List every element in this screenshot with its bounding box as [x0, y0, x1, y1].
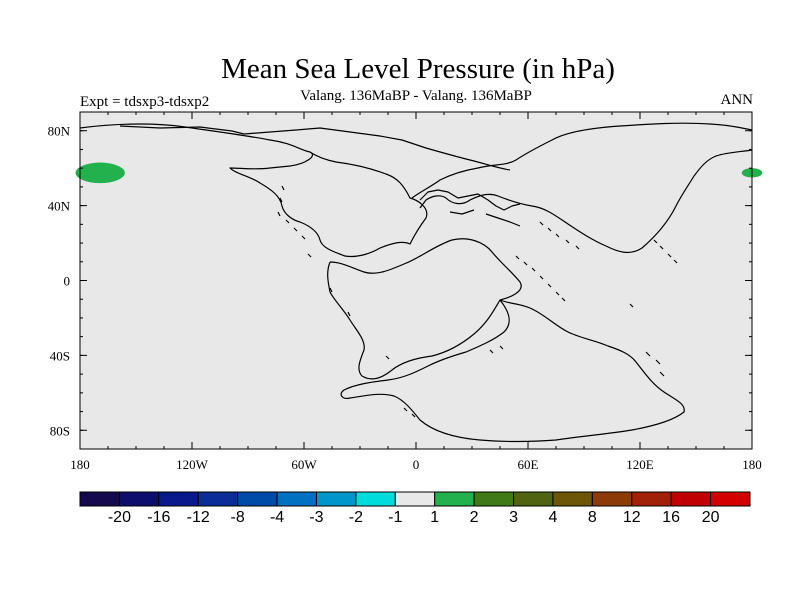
x-tick-label: 60E — [518, 457, 539, 472]
coastline-north-america — [79, 123, 428, 258]
map-title: Mean Sea Level Pressure (in hPa) — [221, 53, 615, 85]
colorbar-label: 20 — [702, 509, 720, 526]
colorbar-label: -20 — [108, 509, 131, 526]
colorbar-swatch — [631, 491, 672, 507]
colorbar-swatch — [237, 491, 278, 507]
y-tick-label: 0 — [64, 274, 71, 289]
colorbar-swatch — [158, 491, 199, 507]
colorbar-label: 1 — [430, 509, 439, 526]
colorbar-swatch — [670, 491, 712, 507]
colorbar-swatch — [591, 491, 633, 507]
colorbar-label: -8 — [231, 509, 245, 526]
coastline-tethys-islands — [277, 185, 678, 418]
colorbar-swatch — [434, 491, 475, 507]
colorbar-swatch — [355, 491, 396, 507]
colorbar-swatch — [552, 491, 593, 507]
map-subtitle: Valang. 136MaBP - Valang. 136MaBP — [300, 88, 532, 104]
colorbar-label: -4 — [270, 509, 284, 526]
colorbar-label: 4 — [548, 509, 557, 526]
colorbar-swatch — [473, 491, 515, 507]
colorbar-label: -16 — [147, 509, 170, 526]
colorbar-label: 8 — [588, 509, 597, 526]
colorbar-label: 3 — [509, 509, 518, 526]
colorbar-swatch — [315, 491, 357, 507]
y-tick-label: 40N — [48, 199, 71, 214]
x-tick-label: 120E — [626, 457, 654, 472]
map-background — [80, 112, 752, 449]
x-tick-label: 0 — [413, 457, 420, 472]
y-tick-label: 80S — [50, 423, 70, 438]
y-tick-label: 40S — [50, 348, 70, 363]
coastline-eurasia — [411, 122, 753, 254]
x-tick-label: 180 — [742, 457, 762, 472]
colorbar-swatch — [710, 491, 751, 507]
colorbar-label: -12 — [187, 509, 210, 526]
experiment-label: Expt = tdsxp3-tdsxp2 — [80, 94, 210, 110]
colorbar-label: -2 — [349, 509, 363, 526]
colorbar-swatch — [79, 491, 120, 507]
map-axes: 180 120W 60W 0 60E 120E 180 80N 40N 0 40S 80S — [48, 112, 762, 472]
x-tick-label: 180 — [70, 457, 90, 472]
colorbar-label: -1 — [388, 509, 402, 526]
colorbar-swatch — [118, 491, 160, 507]
coastline-europe-islands — [419, 189, 521, 227]
x-tick-label: 60W — [291, 457, 317, 472]
coastlines — [79, 122, 753, 443]
colorbar: -20 -16 -12 -8 -4 -3 -2 -1 1 2 3 4 8 12 16 20 — [79, 491, 751, 526]
y-tick-label: 80N — [48, 124, 71, 139]
colorbar-label: 12 — [623, 509, 641, 526]
colorbar-swatch — [394, 491, 436, 507]
x-tick-label: 120W — [176, 457, 209, 472]
colorbar-swatch — [276, 491, 317, 507]
colorbar-label: 16 — [662, 509, 680, 526]
coastline-gondwana-south — [340, 299, 685, 443]
colorbar-label: -3 — [309, 509, 323, 526]
season-label: ANN — [720, 92, 754, 108]
colorbar-swatch — [197, 491, 239, 507]
colorbar-swatch — [513, 491, 554, 507]
colorbar-label: 2 — [470, 509, 479, 526]
coastline-gondwana-west — [327, 238, 522, 380]
anomaly-patch — [75, 162, 125, 184]
